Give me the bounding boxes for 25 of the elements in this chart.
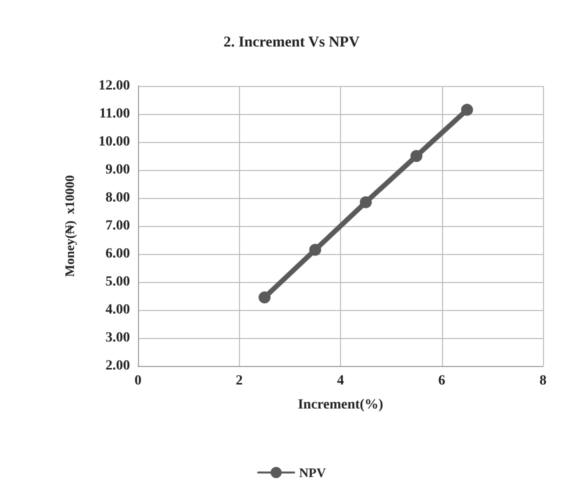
y-tick-label: 4.00 — [106, 302, 130, 318]
point — [258, 291, 271, 304]
legend-label: NPV — [299, 465, 326, 480]
chart-title: 2. Increment Vs NPV — [223, 34, 360, 50]
y-tick-label: 7.00 — [106, 218, 130, 234]
x-tick-label: 0 — [134, 374, 142, 388]
y-tick-label: 3.00 — [106, 330, 130, 346]
point — [360, 196, 372, 208]
x-axis-title: Increment(%) — [298, 398, 384, 412]
x-tick-label: 6 — [438, 374, 446, 388]
y-tick-label: 8.00 — [106, 190, 130, 206]
y-axis-title: Money(₦) x10000 — [62, 175, 77, 277]
point — [309, 244, 322, 256]
x-tick-label: 2 — [236, 374, 243, 388]
point — [410, 150, 422, 162]
point — [461, 104, 474, 116]
x-tick-label: 4 — [337, 374, 344, 388]
y-tick-label: 10.00 — [98, 134, 130, 150]
y-tick-label: 2.00 — [106, 358, 130, 374]
y-tick-label: 6.00 — [106, 246, 130, 262]
y-tick-label: 11.00 — [99, 106, 130, 122]
y-tick-label: 5.00 — [106, 274, 130, 290]
x-tick-label: 8 — [540, 374, 546, 388]
y-tick-label: 9.00 — [106, 162, 130, 178]
y-tick-label: 12.00 — [98, 78, 130, 94]
